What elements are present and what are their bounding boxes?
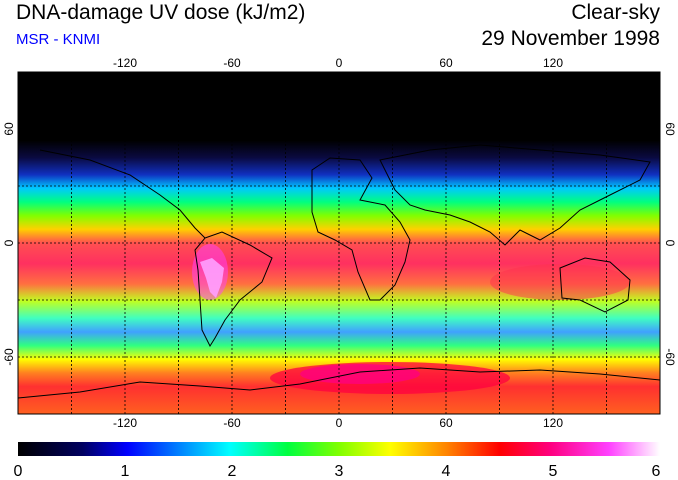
colorbar <box>18 442 660 456</box>
lon-tick-top: 120 <box>543 56 563 70</box>
map-title: DNA-damage UV dose (kJ/m2) <box>16 1 306 24</box>
colorbar-label: 3 <box>335 463 344 480</box>
lon-ticks-bottom: -120 -60 0 60 120 <box>113 416 563 430</box>
lon-tick-bottom: -120 <box>113 416 137 430</box>
lon-tick-top: -120 <box>113 56 137 70</box>
colorbar-labels: 0 1 2 3 4 5 6 <box>14 463 661 480</box>
lon-tick-bottom: 0 <box>336 416 343 430</box>
map-frame <box>17 71 661 415</box>
lon-ticks-top: -120 -60 0 60 120 <box>113 56 563 70</box>
lat-tick-right: 0 <box>663 240 677 247</box>
lon-tick-bottom: 120 <box>543 416 563 430</box>
colorbar-label: 5 <box>549 463 558 480</box>
lat-tick-left: -60 <box>2 348 16 366</box>
graticule <box>18 72 660 414</box>
lon-tick-bottom: 60 <box>439 416 453 430</box>
lat-tick-left: 0 <box>2 239 16 246</box>
colorbar-label: 4 <box>442 463 451 480</box>
lat-ticks-right: 60 0 -60 <box>663 122 677 366</box>
colorbar-label: 2 <box>228 463 237 480</box>
lon-tick-top: -60 <box>223 56 241 70</box>
lat-tick-left: 60 <box>2 122 16 136</box>
lat-tick-right: -60 <box>663 348 677 366</box>
date-label: 29 November 1998 <box>481 27 660 50</box>
colorbar-label: 0 <box>14 463 23 480</box>
colorbar-label: 1 <box>121 463 130 480</box>
lon-tick-top: 0 <box>336 56 343 70</box>
coastlines <box>18 144 660 399</box>
lon-tick-bottom: -60 <box>223 416 241 430</box>
lat-ticks-left: 60 0 -60 <box>2 122 16 366</box>
uv-field-details <box>192 244 630 394</box>
lat-tick-right: 60 <box>663 122 677 136</box>
colorbar-label: 6 <box>652 463 661 480</box>
sky-condition-label: Clear-sky <box>571 1 660 24</box>
source-label: MSR - KNMI <box>16 31 101 48</box>
lon-tick-top: 60 <box>439 56 453 70</box>
